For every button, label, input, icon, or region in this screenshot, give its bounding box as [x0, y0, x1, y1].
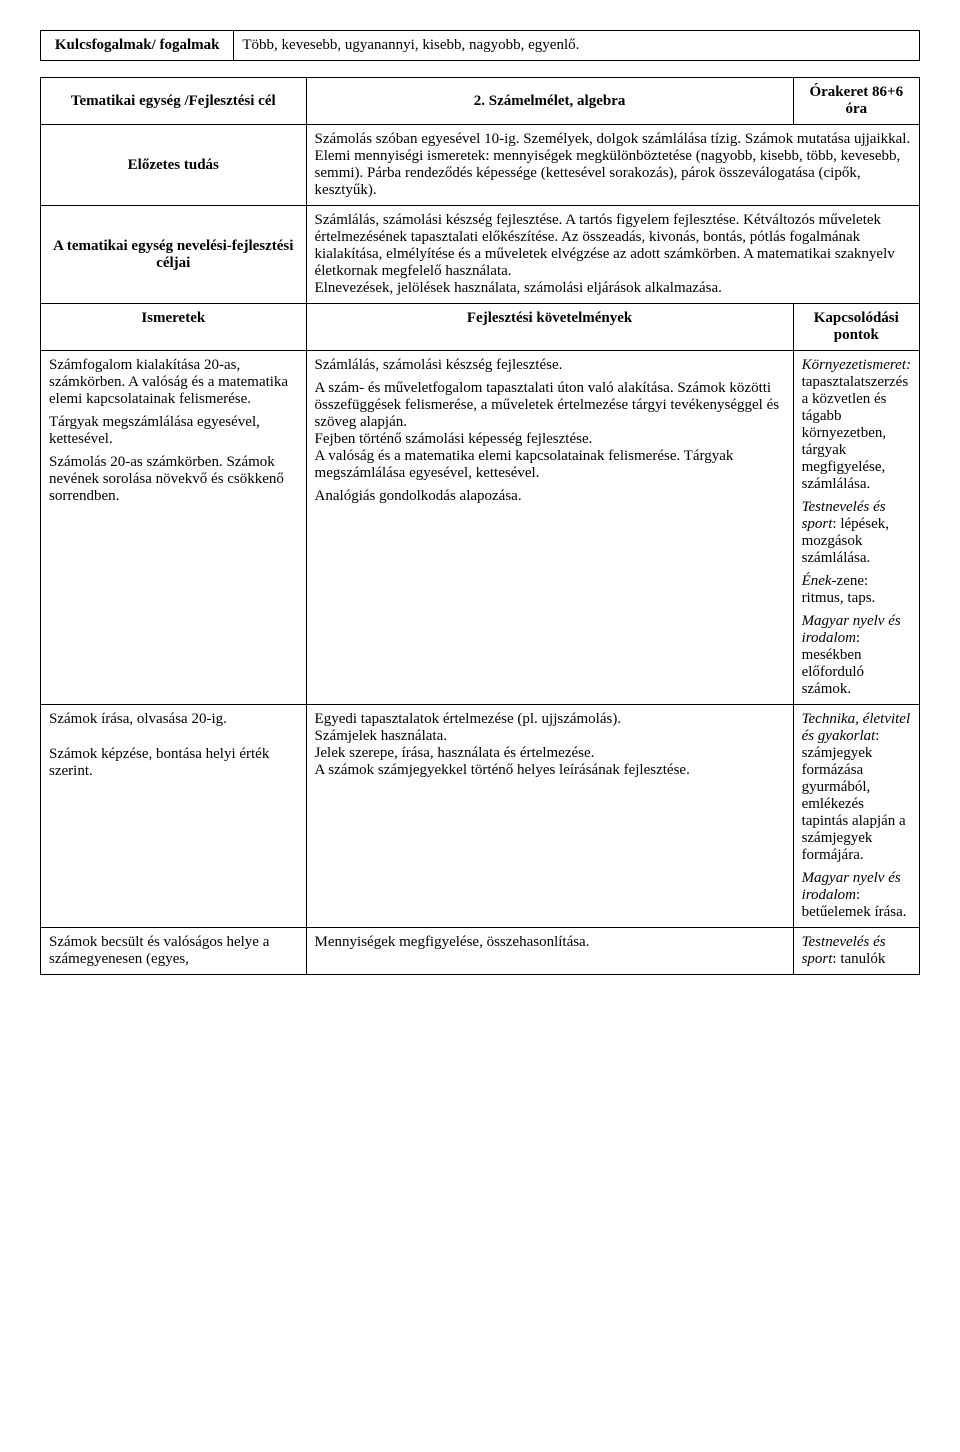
fejlesztesi-cell-2: Egyedi tapasztalatok értelmezése (pl. uj… [306, 705, 793, 928]
tematikai-egyseg-label: Tematikai egység /Fejlesztési cél [41, 78, 307, 125]
kulcsfogalmak-table: Kulcsfogalmak/ fogalmak Több, kevesebb, … [40, 30, 920, 61]
link-subject: Magyar nyelv és irodalom [802, 870, 901, 903]
nevelesi-celjai-label: A tematikai egység nevelési-fejlesztési … [41, 206, 307, 304]
link-text: : számjegyek formázása gyurmából, emléke… [802, 728, 906, 863]
fejlesztesi-cell-1: Számlálás, számolási készség fejlesztése… [306, 351, 793, 705]
text: Számok becsült és valóságos helye a szám… [49, 934, 298, 968]
text: A valóság és a matematika elemi kapcsola… [315, 448, 785, 482]
text: Analógiás gondolkodás alapozása. [315, 488, 785, 505]
text: Számfogalom kialakítása 20-as, számkörbe… [49, 357, 298, 408]
text: Környezetismeret: tapasztalatszerzés a k… [802, 357, 911, 493]
text: Számok képzése, bontása helyi érték szer… [49, 746, 298, 780]
orakeret-label: Órakeret 86+6 óra [793, 78, 919, 125]
kapcsolodasi-cell-2: Technika, életvitel és gyakorlat: számje… [793, 705, 919, 928]
text: Számlálás, számolási készség fejlesztése… [315, 357, 785, 374]
ismeretek-cell-1: Számfogalom kialakítása 20-as, számkörbe… [41, 351, 307, 705]
link-text: : tanulók [832, 951, 885, 967]
text: Egyedi tapasztalatok értelmezése (pl. uj… [315, 711, 785, 728]
nevelesi-p1: Számlálás, számolási készség fejlesztése… [315, 212, 911, 280]
text: Testnevelés és sport: lépések, mozgások … [802, 499, 911, 567]
text: Számok írása, olvasása 20-ig. [49, 711, 298, 728]
text: A számok számjegyekkel történő helyes le… [315, 762, 785, 779]
tematikai-table: Tematikai egység /Fejlesztési cél 2. Szá… [40, 77, 920, 975]
text: Magyar nyelv és irodalom: betűelemek írá… [802, 870, 911, 921]
kapcsolodasi-cell-3: Testnevelés és sport: tanulók [793, 928, 919, 975]
link-subject: Környezetismeret: [802, 357, 911, 373]
col-kapcsolodasi-header: Kapcsolódási pontok [793, 304, 919, 351]
col-fejlesztesi-header: Fejlesztési követelmények [306, 304, 793, 351]
text: Mennyiségek megfigyelése, összehasonlítá… [315, 934, 785, 951]
text: Ének-zene: ritmus, taps. [802, 573, 911, 607]
link-text: tapasztalatszerzés a közvetlen és tágabb… [802, 374, 909, 492]
ismeretek-cell-3: Számok becsült és valóságos helye a szám… [41, 928, 307, 975]
table-row: Számfogalom kialakítása 20-as, számkörbe… [41, 351, 920, 705]
kulcsfogalmak-content: Több, kevesebb, ugyanannyi, kisebb, nagy… [234, 31, 920, 61]
table-row: Számok becsült és valóságos helye a szám… [41, 928, 920, 975]
text: A szám- és műveletfogalom tapasztalati ú… [315, 380, 785, 431]
elozetes-tudas-content: Számolás szóban egyesével 10-ig. Személy… [306, 125, 919, 206]
text: Magyar nyelv és irodalom: mesékben előfo… [802, 613, 911, 698]
link-subject: Magyar nyelv és irodalom [802, 613, 901, 646]
table-row: Számok írása, olvasása 20-ig. Számok kép… [41, 705, 920, 928]
nevelesi-celjai-content: Számlálás, számolási készség fejlesztése… [306, 206, 919, 304]
text: Számolás 20-as számkörben. Számok nevéne… [49, 454, 298, 505]
text: Technika, életvitel és gyakorlat: számje… [802, 711, 911, 864]
kulcsfogalmak-label: Kulcsfogalmak/ fogalmak [41, 31, 234, 61]
fejlesztesi-cell-3: Mennyiségek megfigyelése, összehasonlítá… [306, 928, 793, 975]
nevelesi-p2: Elnevezések, jelölések használata, számo… [315, 280, 911, 297]
col-ismeretek-header: Ismeretek [41, 304, 307, 351]
elozetes-tudas-label: Előzetes tudás [41, 125, 307, 206]
text: Jelek szerepe, írása, használata és érte… [315, 745, 785, 762]
kapcsolodasi-cell-1: Környezetismeret: tapasztalatszerzés a k… [793, 351, 919, 705]
tematikai-egyseg-title: 2. Számelmélet, algebra [306, 78, 793, 125]
text: Számjelek használata. [315, 728, 785, 745]
link-subject: Ének- [802, 573, 837, 589]
text: Tárgyak megszámlálása egyesével, kettesé… [49, 414, 298, 448]
text: Fejben történő számolási képesség fejles… [315, 431, 785, 448]
link-subject: Technika, életvitel és gyakorlat [802, 711, 911, 744]
text: Testnevelés és sport: tanulók [802, 934, 911, 968]
ismeretek-cell-2: Számok írása, olvasása 20-ig. Számok kép… [41, 705, 307, 928]
